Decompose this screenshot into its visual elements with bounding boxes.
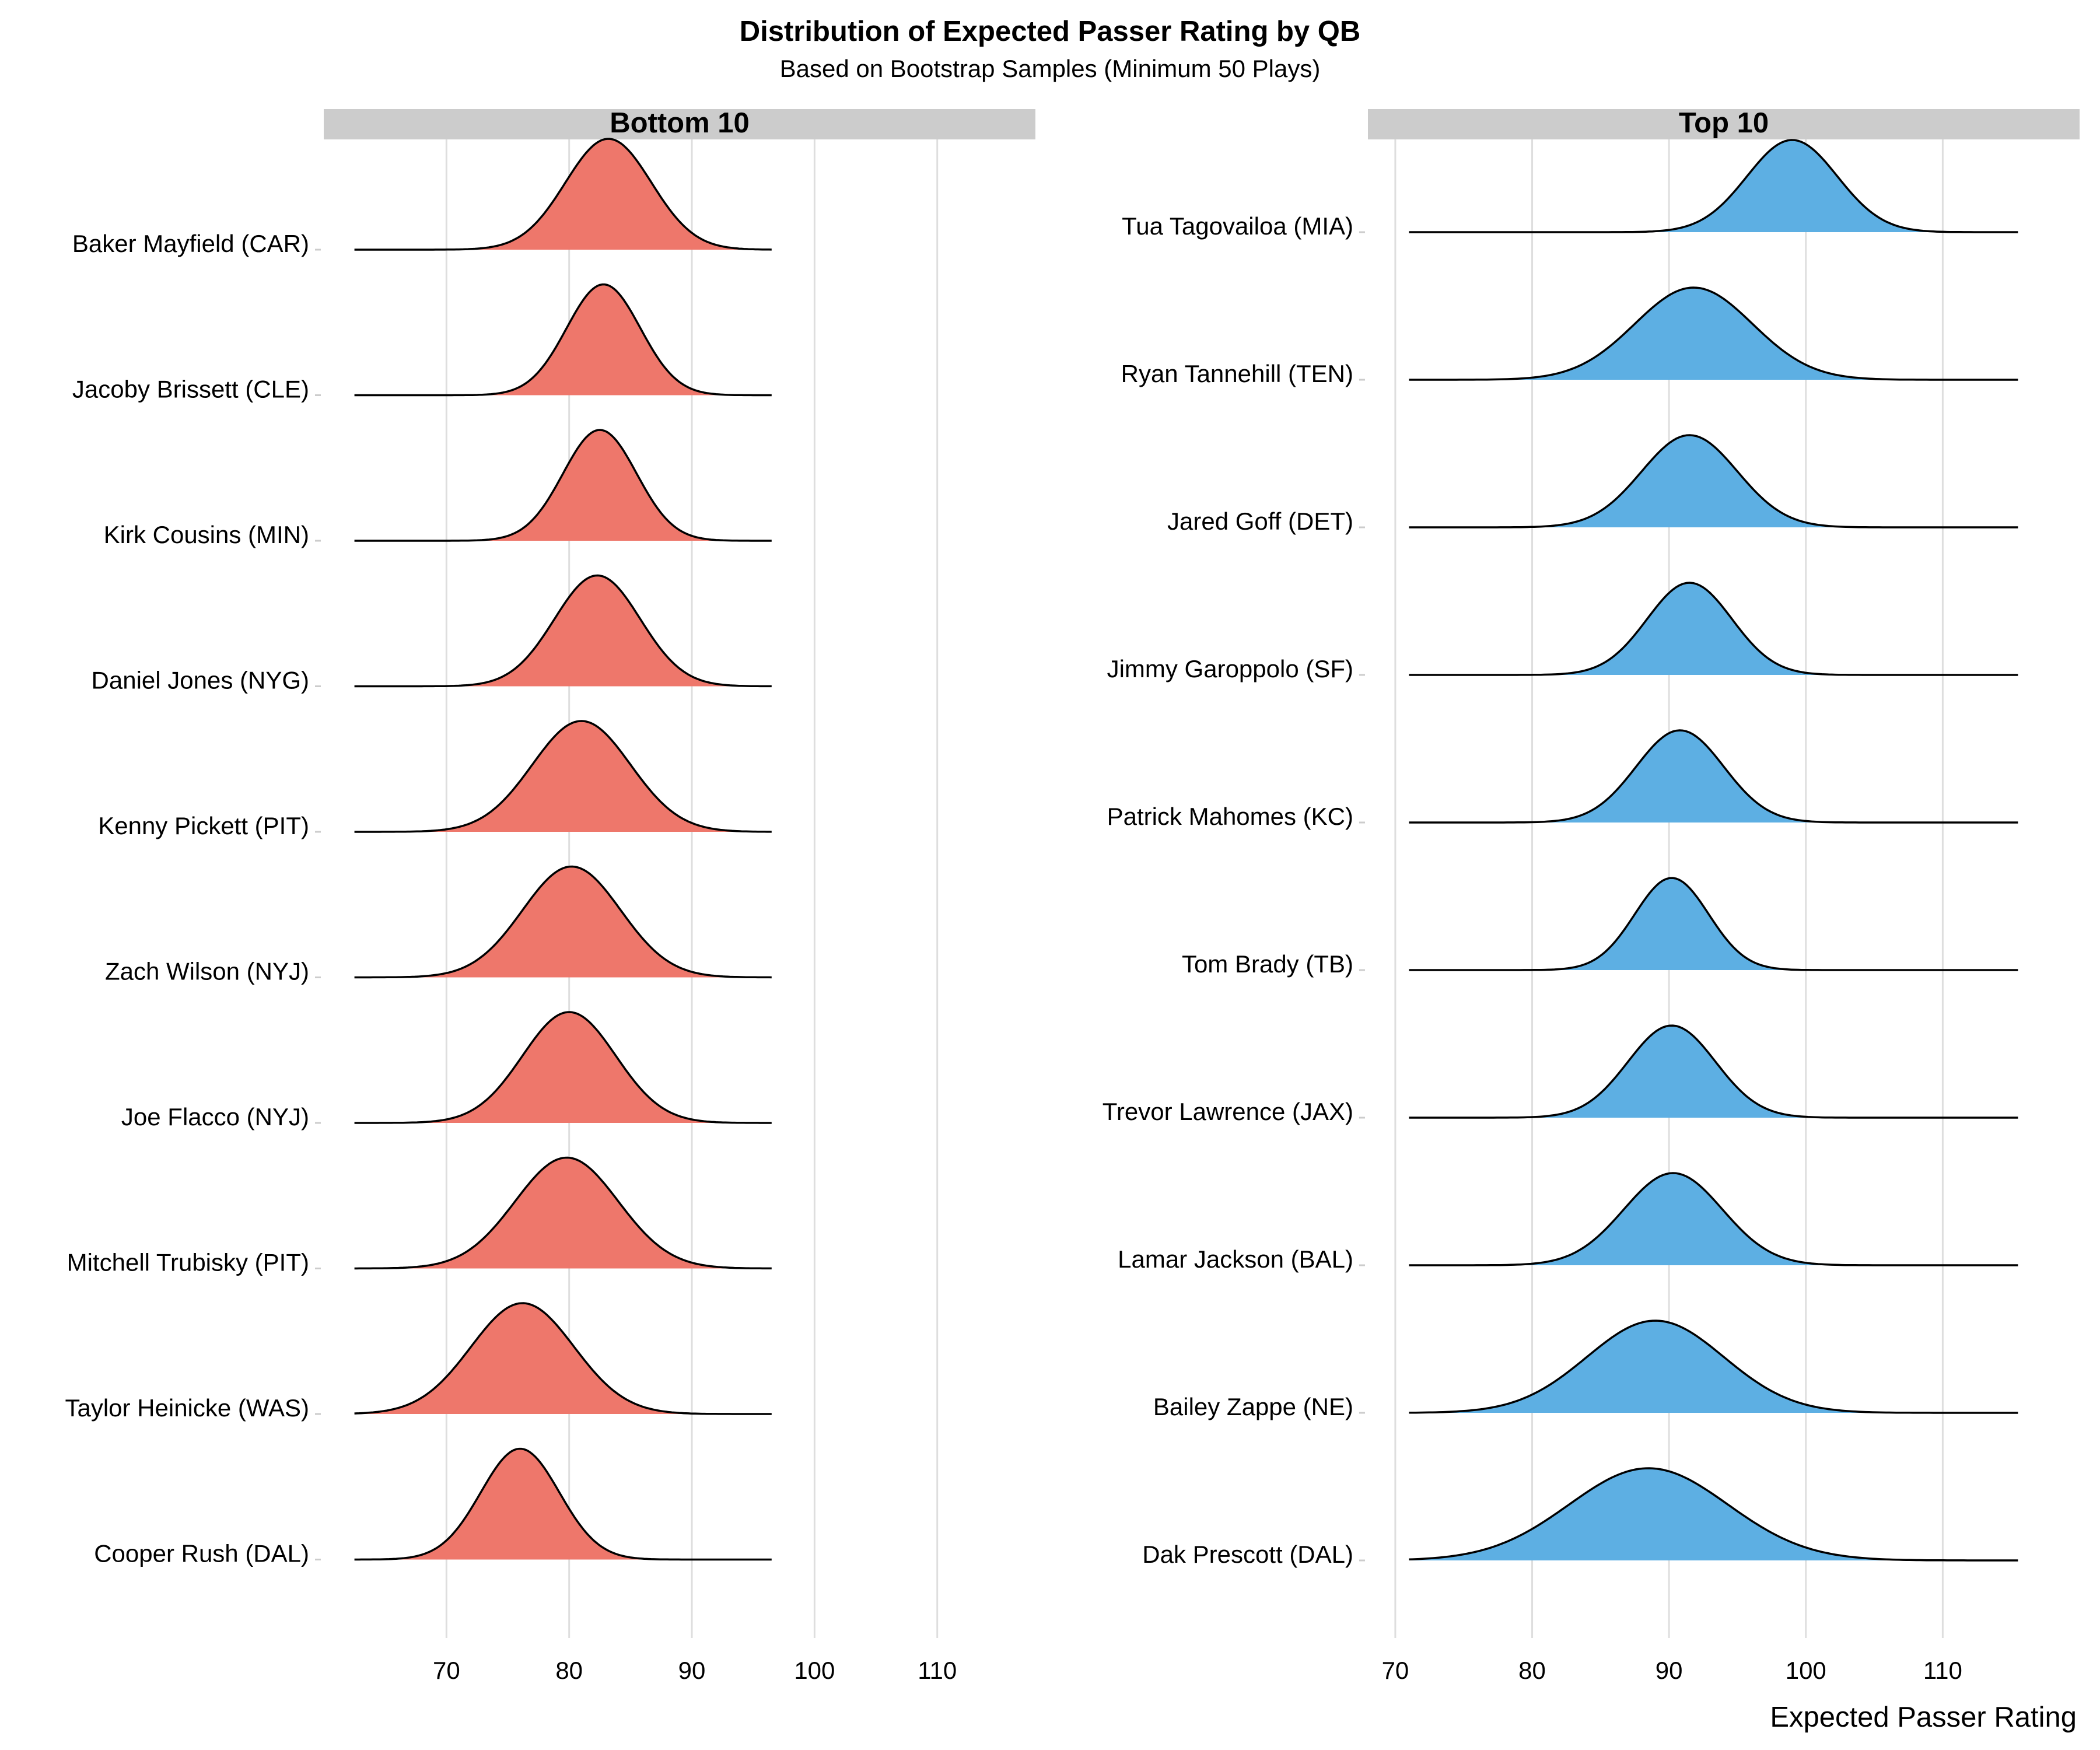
qb-label: Zach Wilson (NYJ) bbox=[105, 958, 309, 985]
chart-title: Distribution of Expected Passer Rating b… bbox=[740, 16, 1361, 47]
density-area bbox=[354, 139, 772, 250]
density-outline bbox=[354, 138, 772, 251]
density-area bbox=[1409, 140, 2018, 232]
density-outline bbox=[1409, 582, 2018, 676]
qb-label: Kirk Cousins (MIN) bbox=[104, 521, 309, 548]
chart-subtitle: Based on Bootstrap Samples (Minimum 50 P… bbox=[780, 55, 1321, 82]
density-area bbox=[354, 866, 772, 978]
facet-strip bbox=[1368, 109, 2080, 139]
density-outline bbox=[354, 865, 772, 979]
x-tick-label: 100 bbox=[794, 1657, 835, 1684]
density-outline bbox=[354, 574, 772, 688]
density-outline bbox=[1409, 286, 2018, 381]
density-outline bbox=[354, 1447, 772, 1561]
density-outline bbox=[354, 1302, 772, 1415]
qb-label: Ryan Tannehill (TEN) bbox=[1121, 360, 1353, 387]
density-area bbox=[354, 1448, 772, 1560]
qb-label: Baker Mayfield (CAR) bbox=[72, 230, 309, 257]
density-area bbox=[1409, 583, 2018, 675]
qb-label: Tua Tagovailoa (MIA) bbox=[1122, 212, 1353, 240]
density-area bbox=[1409, 435, 2018, 527]
qb-label: Tom Brady (TB) bbox=[1182, 950, 1353, 978]
density-area bbox=[354, 284, 772, 396]
density-outline bbox=[354, 720, 772, 833]
density-area bbox=[1409, 1468, 2018, 1560]
density-outline bbox=[1409, 434, 2018, 528]
density-area bbox=[1409, 1026, 2018, 1118]
facet-strip-label: Top 10 bbox=[1679, 107, 1769, 139]
density-outline bbox=[354, 429, 772, 542]
x-tick-label: 90 bbox=[1656, 1657, 1683, 1684]
x-tick-label: 100 bbox=[1786, 1657, 1826, 1684]
qb-label: Patrick Mahomes (KC) bbox=[1107, 803, 1353, 830]
density-area bbox=[354, 1012, 772, 1123]
x-tick-label: 70 bbox=[433, 1657, 460, 1684]
x-tick-label: 110 bbox=[1923, 1657, 1962, 1684]
facet-strip-label: Bottom 10 bbox=[610, 107, 750, 139]
qb-label: Dak Prescott (DAL) bbox=[1142, 1541, 1353, 1568]
qb-label: Taylor Heinicke (WAS) bbox=[65, 1394, 309, 1422]
x-tick-label: 70 bbox=[1382, 1657, 1409, 1684]
panel-top-10: 70 80 90 100 110 Top 10 Tua Tagovailoa (MIA) Ry… bbox=[1102, 107, 2080, 1684]
density-area bbox=[354, 721, 772, 832]
qb-label: Jacoby Brissett (CLE) bbox=[72, 376, 309, 403]
density-area bbox=[1409, 1173, 2018, 1265]
density-outline bbox=[354, 1011, 772, 1124]
density-outline bbox=[1409, 1172, 2018, 1266]
qb-label: Mitchell Trubisky (PIT) bbox=[67, 1249, 309, 1276]
qb-label: Jared Goff (DET) bbox=[1167, 508, 1353, 535]
x-tick-label: 80 bbox=[555, 1657, 583, 1684]
density-outline bbox=[1409, 729, 2018, 824]
density-area bbox=[354, 1157, 772, 1269]
density-outline bbox=[1409, 1024, 2018, 1119]
density-outline bbox=[354, 1156, 772, 1270]
facet-strip bbox=[324, 109, 1035, 139]
density-outline bbox=[1409, 139, 2018, 233]
x-axis-title: Expected Passer Rating bbox=[1770, 1702, 2077, 1733]
density-area bbox=[354, 575, 772, 687]
density-area bbox=[1409, 878, 2018, 970]
density-outline bbox=[1409, 1320, 2018, 1414]
qb-label: Daniel Jones (NYG) bbox=[92, 667, 309, 694]
x-tick-label: 110 bbox=[918, 1657, 957, 1684]
qb-label: Jimmy Garoppolo (SF) bbox=[1107, 655, 1353, 682]
density-area bbox=[354, 1303, 772, 1414]
qb-label: Cooper Rush (DAL) bbox=[94, 1540, 309, 1567]
panel-bottom-10: 70 80 90 100 110 Bottom 10 Baker Mayfield (CAR… bbox=[65, 107, 1035, 1684]
density-area bbox=[1409, 1321, 2018, 1413]
density-outline bbox=[1409, 877, 2018, 971]
density-area bbox=[1409, 730, 2018, 822]
x-tick-label: 90 bbox=[678, 1657, 706, 1684]
density-area bbox=[354, 430, 772, 541]
qb-label: Joe Flacco (NYJ) bbox=[121, 1103, 309, 1130]
density-area bbox=[1409, 288, 2018, 380]
qb-label: Bailey Zappe (NE) bbox=[1153, 1393, 1353, 1420]
x-tick-label: 80 bbox=[1518, 1657, 1546, 1684]
qb-label: Lamar Jackson (BAL) bbox=[1118, 1245, 1353, 1273]
density-outline bbox=[354, 283, 772, 397]
qb-label: Trevor Lawrence (JAX) bbox=[1102, 1098, 1353, 1125]
qb-label: Kenny Pickett (PIT) bbox=[98, 812, 309, 839]
density-outline bbox=[1409, 1467, 2018, 1562]
